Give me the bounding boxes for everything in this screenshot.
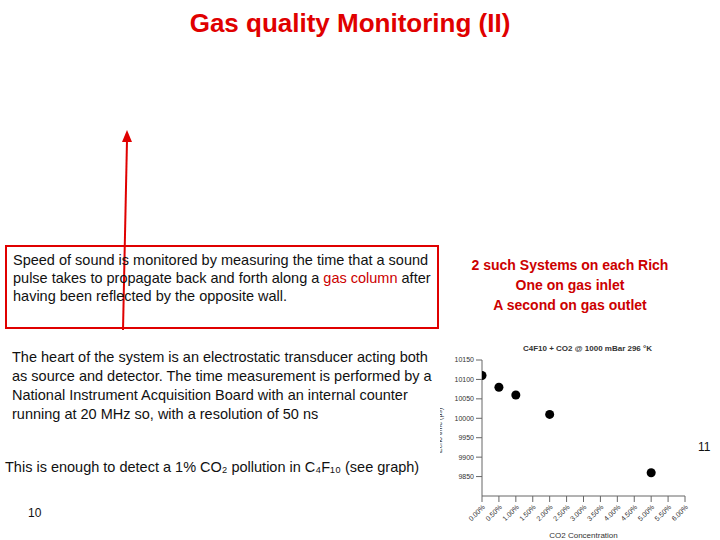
svg-text:1.50%: 1.50% — [518, 503, 537, 522]
svg-text:5.50%: 5.50% — [653, 503, 672, 522]
svg-text:10150: 10150 — [455, 356, 475, 363]
html-text:The heart of the system is an: The heart of the system is an electrosta… — [12, 349, 432, 422]
svg-text:9900: 9900 — [458, 454, 474, 461]
svg-text:6.00%: 6.00% — [670, 503, 689, 522]
html-text:One on gas inlet: One on gas inlet — [515, 277, 625, 293]
svg-text:0.50%: 0.50% — [484, 503, 503, 522]
svg-text:CO2 Concentration: CO2 Concentration — [549, 531, 617, 538]
svg-text:4.50%: 4.50% — [619, 503, 638, 522]
svg-text:3.50%: 3.50% — [586, 503, 605, 522]
svg-text:10000: 10000 — [455, 415, 475, 422]
html-text:Gas quality Monitoring (II): Gas quality Monitoring (II) — [189, 8, 511, 38]
html-text:Speed of sound is monitored by: Speed of sound is monitored by measuring… — [13, 252, 431, 304]
svg-text:1.00%: 1.00% — [501, 503, 520, 522]
svg-text:9950: 9950 — [458, 434, 474, 441]
svg-text:5.00%: 5.00% — [636, 503, 655, 522]
svg-text:2.00%: 2.00% — [535, 503, 554, 522]
svg-text:3.00%: 3.00% — [569, 503, 588, 522]
html-text:This is enough to detect a 1%: This is enough to detect a 1% CO₂ pollut… — [5, 459, 420, 475]
html-text:A second on gas outlet: A second on gas outlet — [493, 297, 647, 313]
svg-text:10050: 10050 — [455, 395, 475, 402]
html-text:10: 10 — [28, 506, 42, 520]
html-text:C4F10 + CO2 @ 1000 mBar 296 °K: C4F10 + CO2 @ 1000 mBar 296 °K — [523, 344, 652, 353]
svg-text:Echo time (µs): Echo time (µs) — [440, 408, 444, 453]
html-text:2 such Systems on each Rich: 2 such Systems on each Rich — [471, 257, 669, 273]
svg-text:0.00%: 0.00% — [467, 503, 486, 522]
html-text:11: 11 — [698, 440, 711, 454]
svg-text:4.00%: 4.00% — [603, 503, 622, 522]
svg-text:10100: 10100 — [455, 376, 475, 383]
svg-text:2.50%: 2.50% — [552, 503, 571, 522]
svg-text:9850: 9850 — [458, 473, 474, 480]
